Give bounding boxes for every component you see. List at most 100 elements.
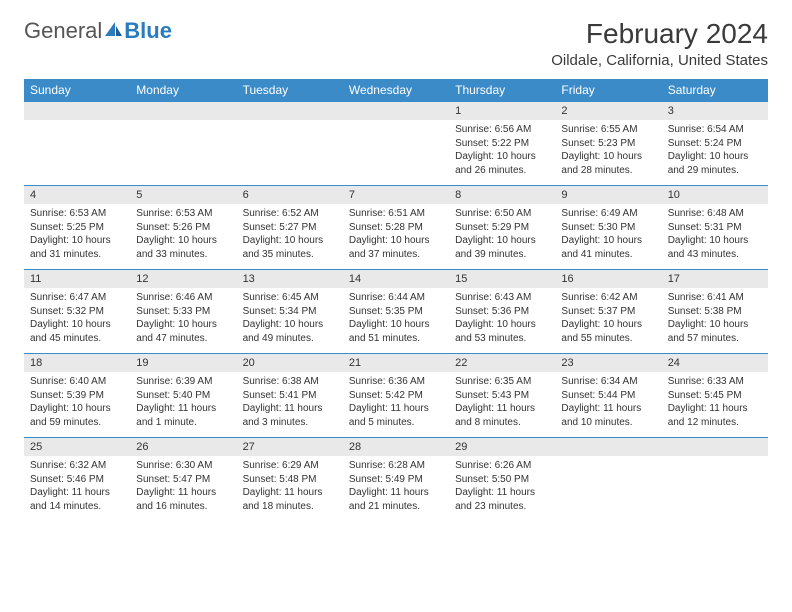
daylight-text: Daylight: 11 hours and 21 minutes.: [349, 486, 443, 513]
sunrise-text: Sunrise: 6:30 AM: [136, 459, 230, 473]
week-number-row: 11121314151617: [24, 270, 768, 289]
day-detail-cell: [130, 120, 236, 186]
sunrise-text: Sunrise: 6:36 AM: [349, 375, 443, 389]
week-number-row: 45678910: [24, 186, 768, 205]
sunset-text: Sunset: 5:22 PM: [455, 137, 549, 151]
sunset-text: Sunset: 5:48 PM: [243, 473, 337, 487]
sunset-text: Sunset: 5:28 PM: [349, 221, 443, 235]
daylight-text: Daylight: 10 hours and 29 minutes.: [668, 150, 762, 177]
day-header: Monday: [130, 79, 236, 102]
sunset-text: Sunset: 5:39 PM: [30, 389, 124, 403]
sunrise-text: Sunrise: 6:39 AM: [136, 375, 230, 389]
daylight-text: Daylight: 11 hours and 10 minutes.: [561, 402, 655, 429]
day-detail-cell: Sunrise: 6:47 AMSunset: 5:32 PMDaylight:…: [24, 288, 130, 354]
daylight-text: Daylight: 11 hours and 18 minutes.: [243, 486, 337, 513]
daylight-text: Daylight: 10 hours and 26 minutes.: [455, 150, 549, 177]
day-detail-cell: Sunrise: 6:35 AMSunset: 5:43 PMDaylight:…: [449, 372, 555, 438]
day-number-cell: 25: [24, 438, 130, 457]
brand-part1: General: [24, 18, 102, 44]
sunset-text: Sunset: 5:25 PM: [30, 221, 124, 235]
sunrise-text: Sunrise: 6:45 AM: [243, 291, 337, 305]
sail-icon: [103, 18, 123, 44]
day-number-cell: [130, 102, 236, 121]
day-detail-cell: [662, 456, 768, 521]
week-detail-row: Sunrise: 6:40 AMSunset: 5:39 PM Daylight:…: [24, 372, 768, 438]
sunrise-text: Sunrise: 6:49 AM: [561, 207, 655, 221]
day-number-cell: [555, 438, 661, 457]
daylight-text: Daylight: 10 hours and 37 minutes.: [349, 234, 443, 261]
day-detail-cell: Sunrise: 6:29 AMSunset: 5:48 PMDaylight:…: [237, 456, 343, 521]
sunrise-text: Sunrise: 6:32 AM: [30, 459, 124, 473]
day-number-cell: 20: [237, 354, 343, 373]
sunrise-text: Sunrise: 6:29 AM: [243, 459, 337, 473]
sunrise-text: Sunrise: 6:38 AM: [243, 375, 337, 389]
day-number-cell: 8: [449, 186, 555, 205]
day-detail-cell: Sunrise: 6:33 AMSunset: 5:45 PMDaylight:…: [662, 372, 768, 438]
day-number-cell: 7: [343, 186, 449, 205]
day-detail-cell: [555, 456, 661, 521]
day-number-cell: 27: [237, 438, 343, 457]
day-header: Thursday: [449, 79, 555, 102]
sunset-text: Sunset: 5:49 PM: [349, 473, 443, 487]
sunrise-text: Sunrise: 6:46 AM: [136, 291, 230, 305]
day-detail-cell: Sunrise: 6:53 AMSunset: 5:25 PMDaylight:…: [24, 204, 130, 270]
day-detail-cell: Sunrise: 6:41 AMSunset: 5:38 PMDaylight:…: [662, 288, 768, 354]
daylight-text: Daylight: 11 hours and 1 minute.: [136, 402, 230, 429]
day-number-cell: 11: [24, 270, 130, 289]
day-detail-cell: [237, 120, 343, 186]
sunset-text: Sunset: 5:29 PM: [455, 221, 549, 235]
page-header: General Blue February 2024 Oildale, Cali…: [24, 18, 768, 69]
sunrise-text: Sunrise: 6:33 AM: [668, 375, 762, 389]
daylight-text: Daylight: 10 hours and 39 minutes.: [455, 234, 549, 261]
sunset-text: Sunset: 5:33 PM: [136, 305, 230, 319]
day-detail-cell: Sunrise: 6:28 AMSunset: 5:49 PMDaylight:…: [343, 456, 449, 521]
sunrise-text: Sunrise: 6:35 AM: [455, 375, 549, 389]
day-number-cell: 9: [555, 186, 661, 205]
day-header: Tuesday: [237, 79, 343, 102]
day-detail-cell: Sunrise: 6:42 AMSunset: 5:37 PMDaylight:…: [555, 288, 661, 354]
sunrise-text: Sunrise: 6:52 AM: [243, 207, 337, 221]
daylight-text: Daylight: 11 hours and 23 minutes.: [455, 486, 549, 513]
day-detail-cell: Sunrise: 6:40 AMSunset: 5:39 PMDaylight:…: [24, 372, 130, 438]
day-number-cell: 2: [555, 102, 661, 121]
day-number-cell: 28: [343, 438, 449, 457]
sunrise-text: Sunrise: 6:53 AM: [30, 207, 124, 221]
day-detail-cell: Sunrise: 6:55 AMSunset: 5:23 PMDaylight:…: [555, 120, 661, 186]
day-number-cell: [237, 102, 343, 121]
calendar-body: 123 Sunrise: 6:56 AMSunset: 5:22 PMDayli…: [24, 102, 768, 522]
daylight-text: Daylight: 11 hours and 16 minutes.: [136, 486, 230, 513]
day-detail-cell: Sunrise: 6:26 AMSunset: 5:50 PMDaylight:…: [449, 456, 555, 521]
day-detail-cell: Sunrise: 6:56 AMSunset: 5:22 PMDaylight:…: [449, 120, 555, 186]
daylight-text: Daylight: 10 hours and 41 minutes.: [561, 234, 655, 261]
day-number-cell: 3: [662, 102, 768, 121]
week-number-row: 123: [24, 102, 768, 121]
sunrise-text: Sunrise: 6:56 AM: [455, 123, 549, 137]
daylight-text: Daylight: 10 hours and 53 minutes.: [455, 318, 549, 345]
daylight-text: Daylight: 10 hours and 35 minutes.: [243, 234, 337, 261]
day-detail-cell: Sunrise: 6:48 AMSunset: 5:31 PMDaylight:…: [662, 204, 768, 270]
sunset-text: Sunset: 5:34 PM: [243, 305, 337, 319]
daylight-text: Daylight: 10 hours and 31 minutes.: [30, 234, 124, 261]
day-number-cell: 13: [237, 270, 343, 289]
day-detail-cell: [343, 120, 449, 186]
day-number-cell: 10: [662, 186, 768, 205]
sunrise-text: Sunrise: 6:47 AM: [30, 291, 124, 305]
sunset-text: Sunset: 5:41 PM: [243, 389, 337, 403]
day-number-cell: 6: [237, 186, 343, 205]
sunset-text: Sunset: 5:24 PM: [668, 137, 762, 151]
daylight-text: Daylight: 11 hours and 8 minutes.: [455, 402, 549, 429]
sunset-text: Sunset: 5:38 PM: [668, 305, 762, 319]
brand-logo: General Blue: [24, 18, 172, 44]
day-detail-cell: Sunrise: 6:38 AMSunset: 5:41 PMDaylight:…: [237, 372, 343, 438]
sunrise-text: Sunrise: 6:40 AM: [30, 375, 124, 389]
day-number-cell: 12: [130, 270, 236, 289]
day-detail-cell: Sunrise: 6:46 AMSunset: 5:33 PMDaylight:…: [130, 288, 236, 354]
day-detail-cell: Sunrise: 6:36 AMSunset: 5:42 PMDaylight:…: [343, 372, 449, 438]
daylight-text: Daylight: 10 hours and 57 minutes.: [668, 318, 762, 345]
day-number-cell: 19: [130, 354, 236, 373]
day-detail-cell: Sunrise: 6:43 AMSunset: 5:36 PMDaylight:…: [449, 288, 555, 354]
day-number-cell: 15: [449, 270, 555, 289]
title-block: February 2024 Oildale, California, Unite…: [551, 18, 768, 69]
sunset-text: Sunset: 5:27 PM: [243, 221, 337, 235]
sunrise-text: Sunrise: 6:28 AM: [349, 459, 443, 473]
